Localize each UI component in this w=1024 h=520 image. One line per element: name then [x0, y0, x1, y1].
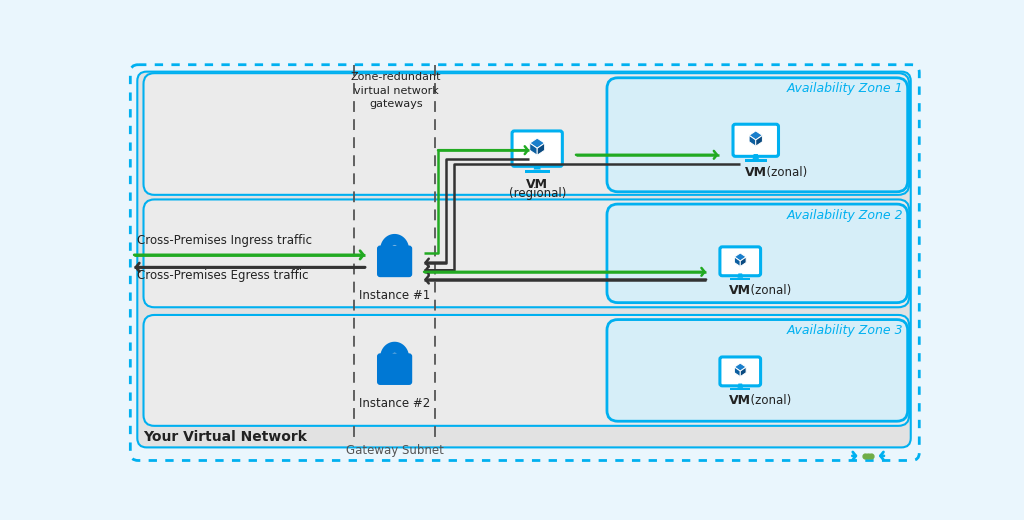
Text: VM: VM	[729, 284, 752, 297]
Text: Gateway Subnet: Gateway Subnet	[346, 444, 443, 457]
FancyBboxPatch shape	[377, 245, 413, 277]
Polygon shape	[734, 253, 746, 261]
Polygon shape	[734, 367, 740, 376]
Polygon shape	[753, 154, 759, 159]
Text: Cross-Premises Egress traffic: Cross-Premises Egress traffic	[137, 269, 309, 282]
Text: Instance #1: Instance #1	[359, 289, 430, 302]
Polygon shape	[744, 159, 767, 162]
FancyBboxPatch shape	[607, 204, 907, 303]
FancyBboxPatch shape	[720, 357, 761, 386]
Polygon shape	[756, 135, 763, 146]
Polygon shape	[730, 388, 750, 391]
Polygon shape	[750, 131, 763, 140]
Text: VM: VM	[744, 165, 767, 178]
Polygon shape	[734, 363, 746, 371]
Text: (zonal): (zonal)	[743, 284, 792, 297]
FancyBboxPatch shape	[137, 72, 910, 447]
FancyBboxPatch shape	[607, 320, 907, 421]
Polygon shape	[525, 170, 550, 173]
FancyBboxPatch shape	[512, 131, 562, 166]
Text: Availability Zone 3: Availability Zone 3	[786, 324, 903, 337]
Text: VM: VM	[526, 178, 548, 191]
Polygon shape	[730, 278, 750, 280]
Polygon shape	[529, 138, 545, 148]
Polygon shape	[740, 367, 746, 376]
Polygon shape	[529, 143, 538, 155]
Polygon shape	[734, 257, 740, 267]
FancyBboxPatch shape	[143, 315, 909, 426]
FancyBboxPatch shape	[607, 78, 907, 192]
FancyBboxPatch shape	[143, 73, 909, 195]
Text: Your Virtual Network: Your Virtual Network	[143, 431, 307, 444]
Polygon shape	[534, 164, 541, 170]
Polygon shape	[538, 143, 545, 155]
Polygon shape	[740, 257, 746, 267]
Text: (zonal): (zonal)	[759, 165, 807, 178]
Polygon shape	[737, 384, 743, 388]
FancyBboxPatch shape	[377, 353, 413, 385]
FancyBboxPatch shape	[720, 247, 761, 276]
Text: Zone-redundant
virtual network
gateways: Zone-redundant virtual network gateways	[351, 72, 441, 109]
Polygon shape	[750, 135, 756, 146]
Text: (regional): (regional)	[509, 187, 566, 200]
Text: Availability Zone 2: Availability Zone 2	[786, 209, 903, 222]
Text: (zonal): (zonal)	[743, 394, 792, 407]
Text: Cross-Premises Ingress traffic: Cross-Premises Ingress traffic	[137, 234, 312, 247]
FancyBboxPatch shape	[130, 64, 920, 461]
FancyBboxPatch shape	[143, 200, 909, 307]
Text: VM: VM	[729, 394, 752, 407]
Text: Instance #2: Instance #2	[359, 397, 430, 410]
Text: Availability Zone 1: Availability Zone 1	[786, 82, 903, 95]
Polygon shape	[737, 274, 743, 278]
FancyBboxPatch shape	[733, 124, 778, 157]
